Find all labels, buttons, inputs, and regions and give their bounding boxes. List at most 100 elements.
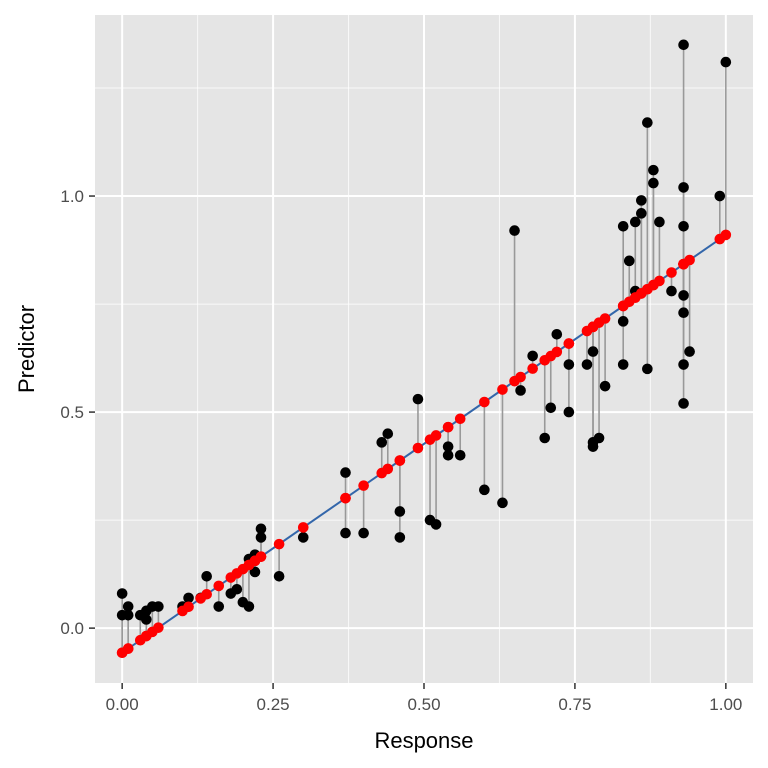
fitted-point bbox=[684, 254, 695, 266]
fitted-point bbox=[599, 313, 611, 324]
x-axis-title: Response bbox=[374, 728, 473, 753]
observed-point bbox=[581, 359, 593, 370]
observed-point bbox=[678, 220, 689, 232]
fitted-point bbox=[666, 267, 677, 278]
observed-point bbox=[340, 467, 351, 478]
x-tick-label: 0.25 bbox=[257, 695, 290, 714]
y-tick-label: 0.5 bbox=[60, 403, 84, 422]
observed-point bbox=[141, 614, 152, 625]
observed-point bbox=[623, 255, 635, 267]
x-tick-label: 0.50 bbox=[407, 695, 440, 714]
observed-point bbox=[648, 177, 659, 189]
fitted-point bbox=[430, 430, 442, 441]
observed-point bbox=[479, 484, 490, 496]
observed-point bbox=[654, 216, 665, 228]
observed-point bbox=[539, 432, 551, 444]
x-tick-label: 0.75 bbox=[558, 695, 591, 714]
observed-point bbox=[412, 393, 424, 405]
fitted-point bbox=[527, 363, 538, 374]
observed-point bbox=[642, 363, 653, 375]
fitted-point bbox=[153, 622, 164, 633]
observed-point bbox=[666, 285, 677, 297]
observed-point bbox=[527, 350, 538, 362]
observed-point bbox=[545, 402, 557, 414]
y-tick-label: 0.0 bbox=[60, 619, 84, 638]
observed-point bbox=[678, 307, 689, 319]
observed-point bbox=[515, 385, 526, 396]
observed-point bbox=[678, 359, 689, 370]
fitted-point bbox=[497, 384, 508, 395]
observed-point bbox=[678, 39, 689, 51]
fitted-point bbox=[654, 275, 665, 287]
observed-point bbox=[430, 519, 442, 530]
fitted-point bbox=[720, 229, 732, 241]
observed-point bbox=[273, 570, 285, 582]
fitted-point bbox=[479, 396, 490, 408]
observed-point bbox=[183, 592, 194, 604]
observed-point bbox=[376, 437, 388, 448]
fitted-point bbox=[382, 463, 394, 475]
observed-point bbox=[617, 359, 629, 370]
observed-point bbox=[249, 566, 261, 578]
observed-point bbox=[442, 441, 454, 452]
observed-point bbox=[642, 117, 653, 128]
fitted-point bbox=[454, 413, 466, 425]
observed-point bbox=[636, 208, 647, 219]
fitted-point bbox=[551, 346, 563, 358]
observed-point bbox=[587, 346, 599, 357]
observed-point bbox=[243, 601, 255, 612]
observed-point bbox=[636, 195, 647, 206]
observed-point bbox=[153, 601, 164, 612]
fitted-point bbox=[563, 338, 575, 349]
x-axis-ticks: 0.00 0.25 0.50 0.75 1.00 bbox=[106, 683, 742, 714]
y-axis-title: Predictor bbox=[14, 305, 39, 393]
fitted-point bbox=[213, 580, 225, 592]
grid-major bbox=[95, 15, 753, 683]
observed-point bbox=[617, 220, 629, 232]
fitted-point bbox=[183, 601, 194, 613]
observed-point bbox=[394, 506, 406, 517]
observed-point bbox=[231, 583, 243, 595]
observed-point bbox=[297, 532, 309, 543]
y-axis-ticks: 0.0 0.5 1.0 bbox=[60, 187, 95, 638]
observed-points bbox=[116, 39, 732, 625]
fitted-point bbox=[122, 643, 134, 654]
observed-point bbox=[213, 601, 225, 612]
observed-point bbox=[629, 216, 641, 228]
observed-point bbox=[116, 588, 128, 599]
observed-point bbox=[382, 428, 394, 439]
observed-point bbox=[122, 601, 134, 612]
fitted-point bbox=[412, 442, 424, 454]
observed-point bbox=[442, 449, 454, 461]
fitted-point bbox=[297, 522, 309, 533]
observed-point bbox=[720, 56, 732, 68]
fitted-point bbox=[358, 480, 369, 491]
observed-point bbox=[593, 432, 605, 444]
observed-point bbox=[122, 609, 134, 621]
observed-point bbox=[551, 329, 563, 340]
fitted-point bbox=[515, 371, 526, 383]
observed-point bbox=[678, 398, 689, 409]
fitted-point bbox=[394, 455, 406, 466]
observed-point bbox=[678, 290, 689, 301]
observed-point bbox=[599, 380, 611, 392]
observed-point bbox=[563, 406, 575, 418]
observed-point bbox=[617, 316, 629, 327]
observed-point bbox=[714, 190, 726, 202]
observed-point bbox=[563, 359, 575, 370]
observed-point bbox=[678, 182, 689, 193]
fitted-points bbox=[116, 229, 732, 659]
observed-point bbox=[201, 570, 212, 582]
fitted-point bbox=[201, 588, 212, 600]
y-tick-label: 1.0 bbox=[60, 187, 84, 206]
observed-point bbox=[394, 532, 406, 543]
fitted-point bbox=[273, 538, 285, 550]
observed-point bbox=[509, 225, 520, 236]
observed-point bbox=[648, 164, 659, 176]
fitted-point bbox=[255, 551, 267, 562]
observed-point bbox=[255, 532, 267, 543]
observed-point bbox=[255, 523, 267, 535]
fitted-point bbox=[442, 421, 454, 433]
x-tick-label: 0.00 bbox=[106, 695, 139, 714]
